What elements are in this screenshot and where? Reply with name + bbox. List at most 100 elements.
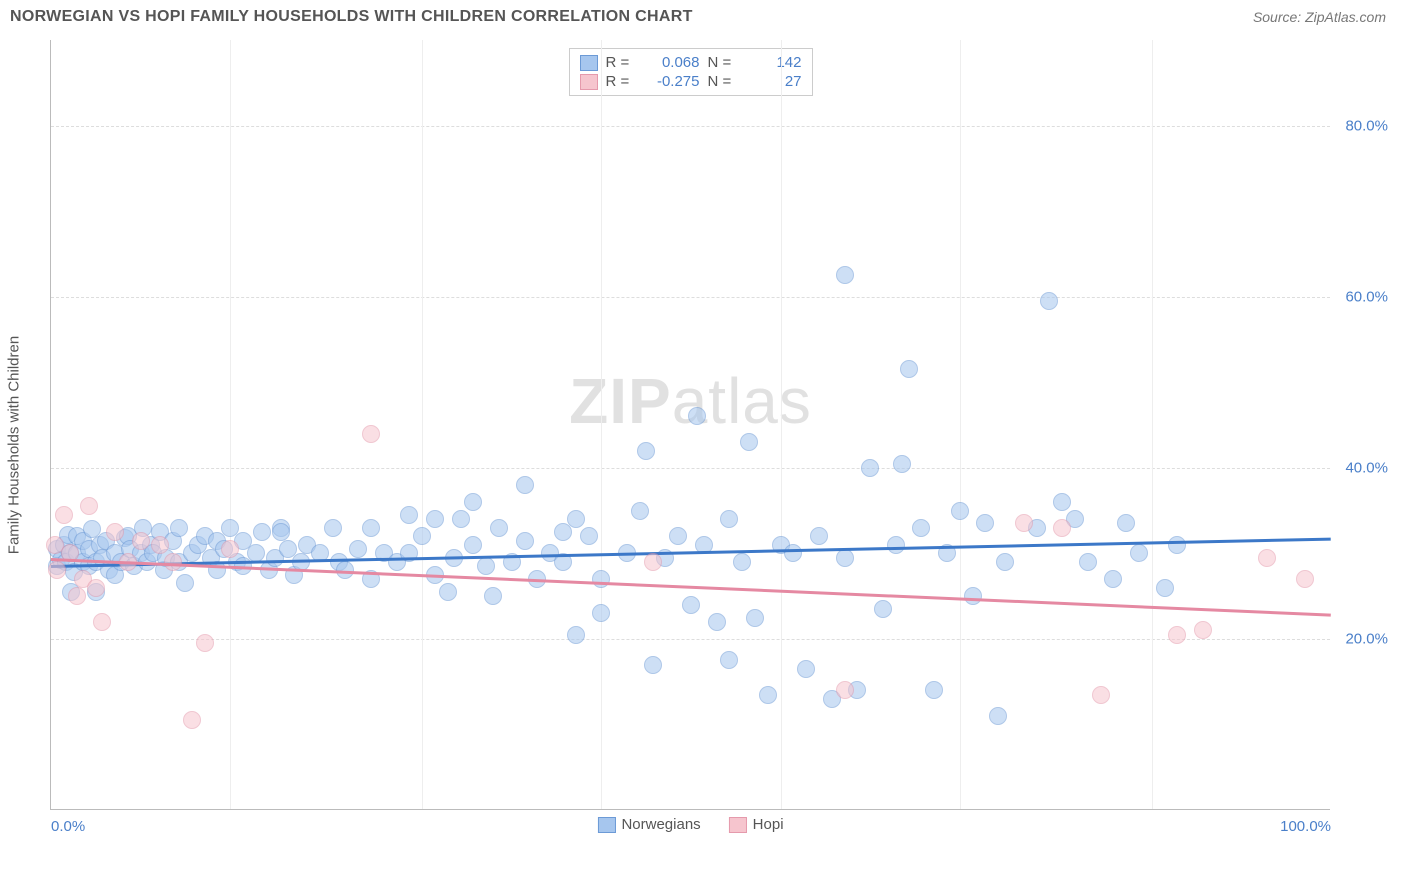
x-tick-label: 0.0% [51, 818, 85, 835]
data-point [484, 587, 502, 605]
data-point [976, 514, 994, 532]
data-point [55, 506, 73, 524]
data-point [1092, 686, 1110, 704]
stats-legend-row: R =-0.275N =27 [580, 72, 802, 91]
chart-title: NORWEGIAN VS HOPI FAMILY HOUSEHOLDS WITH… [10, 8, 693, 26]
gridline-h [51, 126, 1330, 127]
n-value: 27 [744, 73, 802, 90]
gridline-h [51, 297, 1330, 298]
data-point [797, 660, 815, 678]
data-point [951, 502, 969, 520]
data-point [1015, 514, 1033, 532]
data-point [93, 613, 111, 631]
chart-container: Family Households with Children ZIPatlas… [10, 30, 1396, 860]
y-tick-label: 40.0% [1336, 459, 1388, 476]
data-point [221, 540, 239, 558]
series-name: Norwegians [621, 816, 700, 833]
gridline-v [781, 40, 782, 809]
watermark: ZIPatlas [569, 364, 812, 438]
data-point [836, 681, 854, 699]
data-point [887, 536, 905, 554]
data-point [362, 519, 380, 537]
y-tick-label: 80.0% [1336, 117, 1388, 134]
watermark-part1: ZIP [569, 365, 672, 437]
data-point [874, 600, 892, 618]
r-value: 0.068 [642, 54, 700, 71]
data-point [176, 574, 194, 592]
data-point [580, 527, 598, 545]
data-point [464, 536, 482, 554]
gridline-v [1152, 40, 1153, 809]
data-point [1040, 292, 1058, 310]
data-point [80, 497, 98, 515]
data-point [253, 523, 271, 541]
data-point [1168, 626, 1186, 644]
data-point [836, 549, 854, 567]
gridline-v [422, 40, 423, 809]
scatter-plot: ZIPatlas R =0.068N =142R =-0.275N =27 No… [50, 40, 1330, 810]
gridline-v [601, 40, 602, 809]
data-point [1053, 519, 1071, 537]
r-value: -0.275 [642, 73, 700, 90]
data-point [784, 544, 802, 562]
data-point [567, 510, 585, 528]
data-point [1130, 544, 1148, 562]
y-tick-label: 60.0% [1336, 288, 1388, 305]
data-point [87, 579, 105, 597]
data-point [68, 587, 86, 605]
data-point [746, 609, 764, 627]
series-legend: Norwegians Hopi [597, 816, 783, 833]
data-point [592, 570, 610, 588]
data-point [644, 553, 662, 571]
data-point [324, 519, 342, 537]
data-point [567, 626, 585, 644]
data-point [733, 553, 751, 571]
data-point [925, 681, 943, 699]
data-point [996, 553, 1014, 571]
data-point [413, 527, 431, 545]
data-point [452, 510, 470, 528]
data-point [400, 506, 418, 524]
data-point [989, 707, 1007, 725]
data-point [759, 686, 777, 704]
data-point [1104, 570, 1122, 588]
data-point [196, 634, 214, 652]
data-point [151, 536, 169, 554]
legend-swatch [729, 817, 747, 833]
data-point [720, 651, 738, 669]
data-point [516, 476, 534, 494]
y-axis-label: Family Households with Children [6, 336, 23, 554]
gridline-h [51, 639, 1330, 640]
series-legend-item: Norwegians [597, 816, 700, 833]
data-point [592, 604, 610, 622]
n-label: N = [708, 54, 736, 71]
data-point [708, 613, 726, 631]
data-point [1053, 493, 1071, 511]
series-legend-item: Hopi [729, 816, 784, 833]
data-point [893, 455, 911, 473]
data-point [516, 532, 534, 550]
data-point [688, 407, 706, 425]
data-point [1168, 536, 1186, 554]
gridline-v [960, 40, 961, 809]
data-point [720, 510, 738, 528]
data-point [1156, 579, 1174, 597]
gridline-v [230, 40, 231, 809]
data-point [1117, 514, 1135, 532]
data-point [912, 519, 930, 537]
data-point [740, 433, 758, 451]
data-point [132, 532, 150, 550]
data-point [631, 502, 649, 520]
data-point [106, 523, 124, 541]
series-name: Hopi [753, 816, 784, 833]
watermark-part2: atlas [672, 365, 812, 437]
data-point [490, 519, 508, 537]
data-point [1296, 570, 1314, 588]
data-point [48, 561, 66, 579]
data-point [637, 442, 655, 460]
data-point [183, 711, 201, 729]
legend-swatch [597, 817, 615, 833]
data-point [1194, 621, 1212, 639]
data-point [362, 425, 380, 443]
r-label: R = [606, 73, 634, 90]
